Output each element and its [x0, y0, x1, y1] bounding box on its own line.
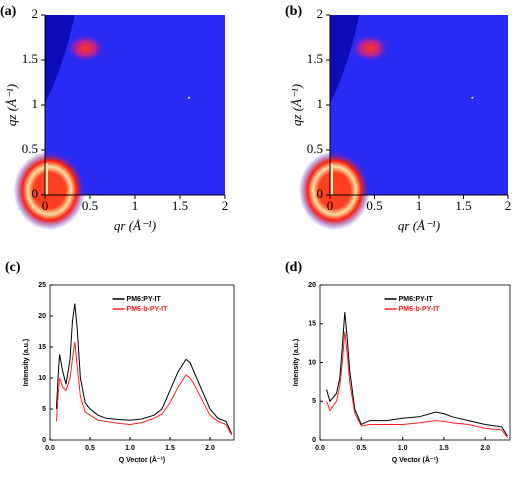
x-tick-label: 2: [505, 198, 512, 213]
data-line: [55, 303, 233, 435]
panel-label: (c): [5, 260, 21, 275]
x-tick-label: 0.5: [85, 445, 95, 452]
diffraction-ring: [298, 150, 371, 231]
beam-strip: [330, 163, 333, 195]
y-tick-label: 5: [312, 398, 316, 405]
x-tick-label: 0.5: [366, 198, 382, 213]
x-tick-label: 1.0: [125, 445, 135, 452]
x-tick-label: 2.0: [480, 445, 490, 452]
y-tick-label: 25: [38, 282, 46, 289]
x-tick-label: 0.5: [356, 445, 366, 452]
y-tick-label: 0: [312, 437, 316, 444]
y-axis-label: qz (Å⁻¹): [4, 84, 19, 126]
x-tick-label: 0.0: [315, 445, 325, 452]
dot: [188, 96, 190, 99]
y-axis-label: qz (Å⁻¹): [289, 84, 304, 126]
y-tick-label: 20: [308, 282, 316, 289]
data-line: [326, 312, 508, 437]
x-tick-label: 1.5: [165, 445, 175, 452]
legend-label: PM6-b-PY-IT: [399, 306, 441, 313]
data-line: [55, 341, 233, 436]
panel-label: (a): [0, 4, 17, 19]
x-tick-label: 2.0: [205, 445, 215, 452]
x-axis-label: Q Vector (Å⁻¹): [392, 455, 438, 464]
legend-label: PM6-b-PY-IT: [127, 306, 169, 313]
y-tick-label: 0.5: [22, 141, 38, 156]
data-line: [326, 331, 508, 438]
x-tick-label: 0: [42, 198, 49, 213]
x-tick-label: 0.0: [45, 445, 55, 452]
y-tick-label: 0: [42, 437, 46, 444]
dot: [471, 96, 474, 99]
missing-wedge: [330, 15, 360, 104]
y-tick-label: 10: [308, 359, 316, 366]
legend-label: PM6:PY-IT: [399, 296, 434, 303]
y-tick-label: 1: [32, 96, 39, 111]
y-tick-label: 5: [42, 406, 46, 413]
x-tick-label: 1: [416, 198, 423, 213]
plot-frame: [319, 284, 511, 441]
y-tick-label: 15: [308, 321, 316, 328]
y-tick-label: 0.5: [307, 141, 323, 156]
missing-wedge: [45, 15, 75, 104]
y-tick-label: 2: [32, 6, 39, 21]
panel-label: (d): [285, 260, 302, 275]
x-tick-label: 1.5: [439, 445, 449, 452]
y-tick-label: 10: [38, 375, 46, 382]
diffraction-ring: [13, 150, 86, 231]
y-tick-label: 2: [317, 6, 324, 21]
y-axis-label: Intensity (a.u.): [23, 339, 30, 386]
x-tick-label: 1.0: [398, 445, 408, 452]
y-tick-label: 1.5: [307, 51, 323, 66]
x-axis-label: qr (Å⁻¹): [114, 218, 156, 233]
y-axis-label: Intensity (a.u.): [293, 339, 300, 386]
x-tick-label: 0.5: [82, 198, 98, 213]
x-axis-label: Q Vector (Å⁻¹): [119, 455, 165, 464]
y-tick-label: 0: [317, 186, 324, 201]
legend-label: PM6:PY-IT: [127, 296, 162, 303]
x-tick-label: 1.5: [455, 198, 471, 213]
diffraction-blob: [65, 33, 106, 63]
diffraction-blob: [350, 33, 390, 63]
y-tick-label: 15: [38, 344, 46, 351]
x-axis-label: qr (Å⁻¹): [398, 218, 440, 233]
panel-label: (b): [285, 4, 302, 19]
y-tick-label: 0: [32, 186, 39, 201]
y-tick-label: 20: [38, 313, 46, 320]
y-tick-label: 1.5: [22, 51, 38, 66]
x-tick-label: 1.5: [172, 198, 188, 213]
x-tick-label: 2: [222, 198, 229, 213]
x-tick-label: 1: [132, 198, 139, 213]
x-tick-label: 0: [327, 198, 334, 213]
beam-strip: [45, 163, 48, 195]
y-tick-label: 1: [317, 96, 324, 111]
plot-frame: [49, 284, 235, 441]
